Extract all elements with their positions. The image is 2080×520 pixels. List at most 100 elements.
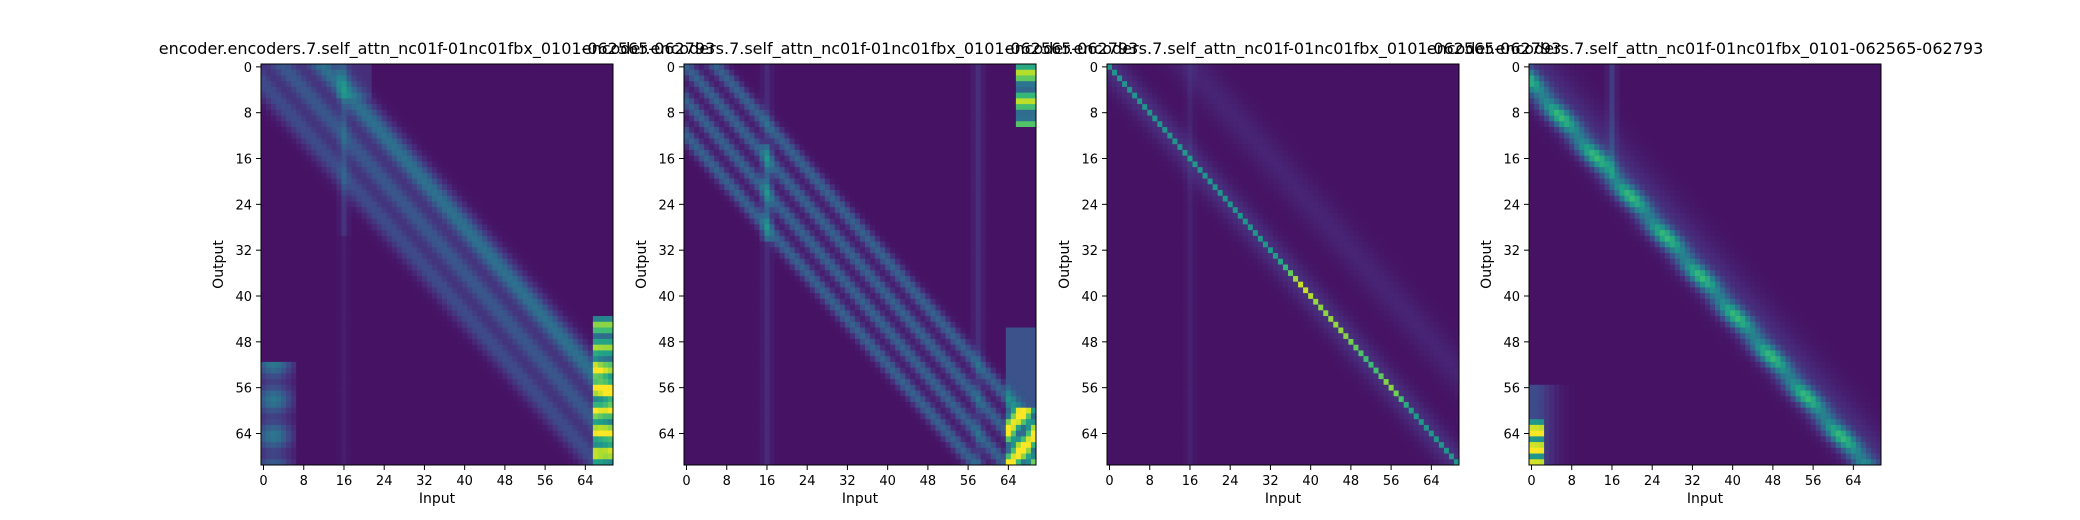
heatmap-cell [557,144,564,151]
heatmap-cell [406,224,413,231]
heatmap-cell [607,316,614,323]
heatmap-cell [512,361,518,369]
heatmap-cell [386,407,393,414]
heatmap-cell [542,419,549,426]
heatmap-cell [532,275,538,283]
heatmap-cell [577,430,584,437]
heatmap-cell [346,247,352,254]
heatmap-cell [306,407,312,414]
heatmap-cell [512,379,518,386]
heatmap-cell [281,75,287,82]
heatmap-cell [462,155,468,162]
heatmap-cell [587,401,594,409]
heatmap-cell [281,109,287,116]
heatmap-cell [477,333,483,340]
heatmap-cell [447,436,453,443]
heatmap-cell [396,384,403,391]
heatmap-cell [442,230,448,237]
heatmap-cell [467,281,473,288]
heatmap-cell [291,379,297,386]
heatmap-cell [597,98,604,105]
heatmap-cell [306,104,312,111]
heatmap-cell [296,304,302,311]
heatmap-cell [597,373,604,380]
heatmap-cell [557,224,564,231]
heatmap-cell [487,350,493,357]
heatmap-cell [431,127,438,134]
heatmap-cell [381,86,388,94]
heatmap-cell [276,367,282,374]
heatmap-cell [547,69,554,76]
heatmap-cell [346,413,352,420]
heatmap-cell [527,407,533,414]
heatmap-cell [517,207,523,214]
heatmap-cell [557,115,564,122]
heatmap-cell [311,81,317,88]
heatmap-cell [341,178,347,185]
heatmap-cell [366,401,373,409]
heatmap-cell [577,396,584,403]
heatmap-cell [316,155,322,162]
heatmap-cell [301,195,307,202]
heatmap-cell [597,379,604,386]
heatmap-cell [447,361,453,369]
heatmap-cell [406,442,413,449]
heatmap-cell [376,132,383,139]
heatmap-cell [467,144,473,151]
heatmap-cell [587,436,594,443]
heatmap-cell [472,132,478,139]
heatmap-cell [542,230,549,237]
heatmap-cell [497,396,503,403]
heatmap-cell [271,127,277,134]
heatmap-cell [306,75,312,82]
heatmap-cell [396,144,403,151]
heatmap-cell [592,235,599,242]
heatmap-cell [316,127,322,134]
heatmap-cell [396,407,403,414]
heatmap-cell [431,396,438,403]
heatmap-cell [602,350,609,357]
heatmap-cell [386,459,393,466]
heatmap-cell [341,212,347,220]
heatmap-cell [497,144,503,151]
heatmap-cell [316,424,322,432]
heatmap-cell [547,350,554,357]
heatmap-cell [341,121,347,128]
heatmap-cell [597,384,604,391]
heatmap-cell [547,401,554,409]
heatmap-cell [316,75,322,82]
heatmap-cell [567,212,574,220]
heatmap-cell [326,161,332,168]
heatmap-cell [411,321,418,328]
heatmap-cell [351,109,357,116]
heatmap-cell [366,327,373,334]
heatmap-cell [406,310,413,317]
heatmap-cell [517,447,523,454]
heatmap-cell [915,64,921,71]
heatmap-cell [311,396,317,403]
heatmap-cell [467,384,473,391]
heatmap-cell [261,81,267,88]
heatmap-cell [421,384,428,391]
heatmap-cell [366,419,373,426]
heatmap-cell [572,218,579,225]
heatmap-cell [552,298,559,305]
heatmap-cell [426,195,433,202]
heatmap-cell [925,64,931,71]
heatmap-cell [597,401,604,409]
heatmap-cell [537,390,543,397]
heatmap-cell [527,241,533,248]
heatmap-cell [431,75,438,82]
heatmap-cell [316,138,322,145]
heatmap-cell [271,81,277,88]
heatmap-cell [386,390,393,397]
heatmap-cell [814,64,821,71]
heatmap-cell [396,293,403,300]
heatmap-cell [577,413,584,420]
heatmap-cell [542,413,549,420]
heatmap-cell [607,253,614,260]
heatmap-cell [547,453,554,460]
heatmap-cell [497,321,503,328]
heatmap-cell [522,230,528,237]
heatmap-cell [607,104,614,111]
